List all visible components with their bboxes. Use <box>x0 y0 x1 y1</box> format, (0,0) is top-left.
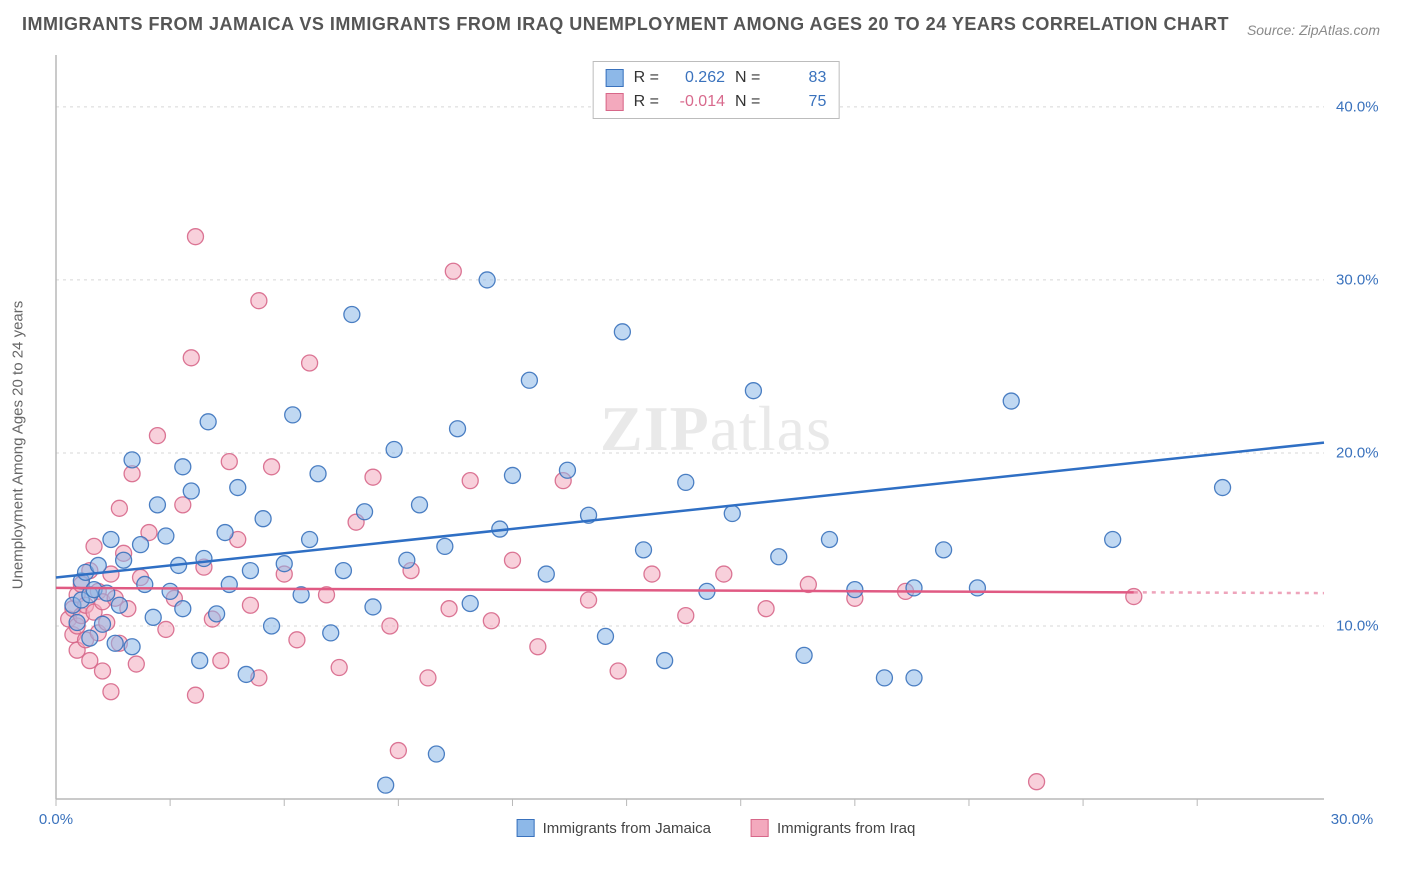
swatch-a <box>517 819 535 837</box>
axis-tick-label: 10.0% <box>1336 617 1379 634</box>
axis-tick-label: 30.0% <box>1331 811 1374 828</box>
r-label: R = <box>634 66 659 90</box>
n-label: N = <box>735 66 760 90</box>
legend-item-b: Immigrants from Iraq <box>751 819 915 837</box>
r-value-b: -0.014 <box>669 90 725 114</box>
r-value-a: 0.262 <box>669 66 725 90</box>
stats-legend: R = 0.262 N = 83 R = -0.014 N = 75 <box>593 61 840 119</box>
n-label: N = <box>735 90 760 114</box>
legend-item-a: Immigrants from Jamaica <box>517 819 711 837</box>
axis-tick-label: 0.0% <box>39 811 73 828</box>
swatch-a <box>606 69 624 87</box>
stats-row-a: R = 0.262 N = 83 <box>606 66 827 90</box>
stats-row-b: R = -0.014 N = 75 <box>606 90 827 114</box>
legend-label-b: Immigrants from Iraq <box>777 820 915 837</box>
axis-tick-label: 40.0% <box>1336 98 1379 115</box>
source-label: Source: ZipAtlas.com <box>1247 22 1380 38</box>
chart-area: Unemployment Among Ages 20 to 24 years Z… <box>48 55 1384 835</box>
bottom-legend: Immigrants from Jamaica Immigrants from … <box>517 819 916 837</box>
axis-tick-label: 30.0% <box>1336 271 1379 288</box>
chart-title: IMMIGRANTS FROM JAMAICA VS IMMIGRANTS FR… <box>22 14 1229 35</box>
scatter-plot <box>48 55 1384 835</box>
n-value-b: 75 <box>770 90 826 114</box>
r-label: R = <box>634 90 659 114</box>
y-axis-label: Unemployment Among Ages 20 to 24 years <box>10 301 27 590</box>
swatch-b <box>606 93 624 111</box>
swatch-b <box>751 819 769 837</box>
axis-tick-label: 20.0% <box>1336 444 1379 461</box>
n-value-a: 83 <box>770 66 826 90</box>
legend-label-a: Immigrants from Jamaica <box>543 820 711 837</box>
